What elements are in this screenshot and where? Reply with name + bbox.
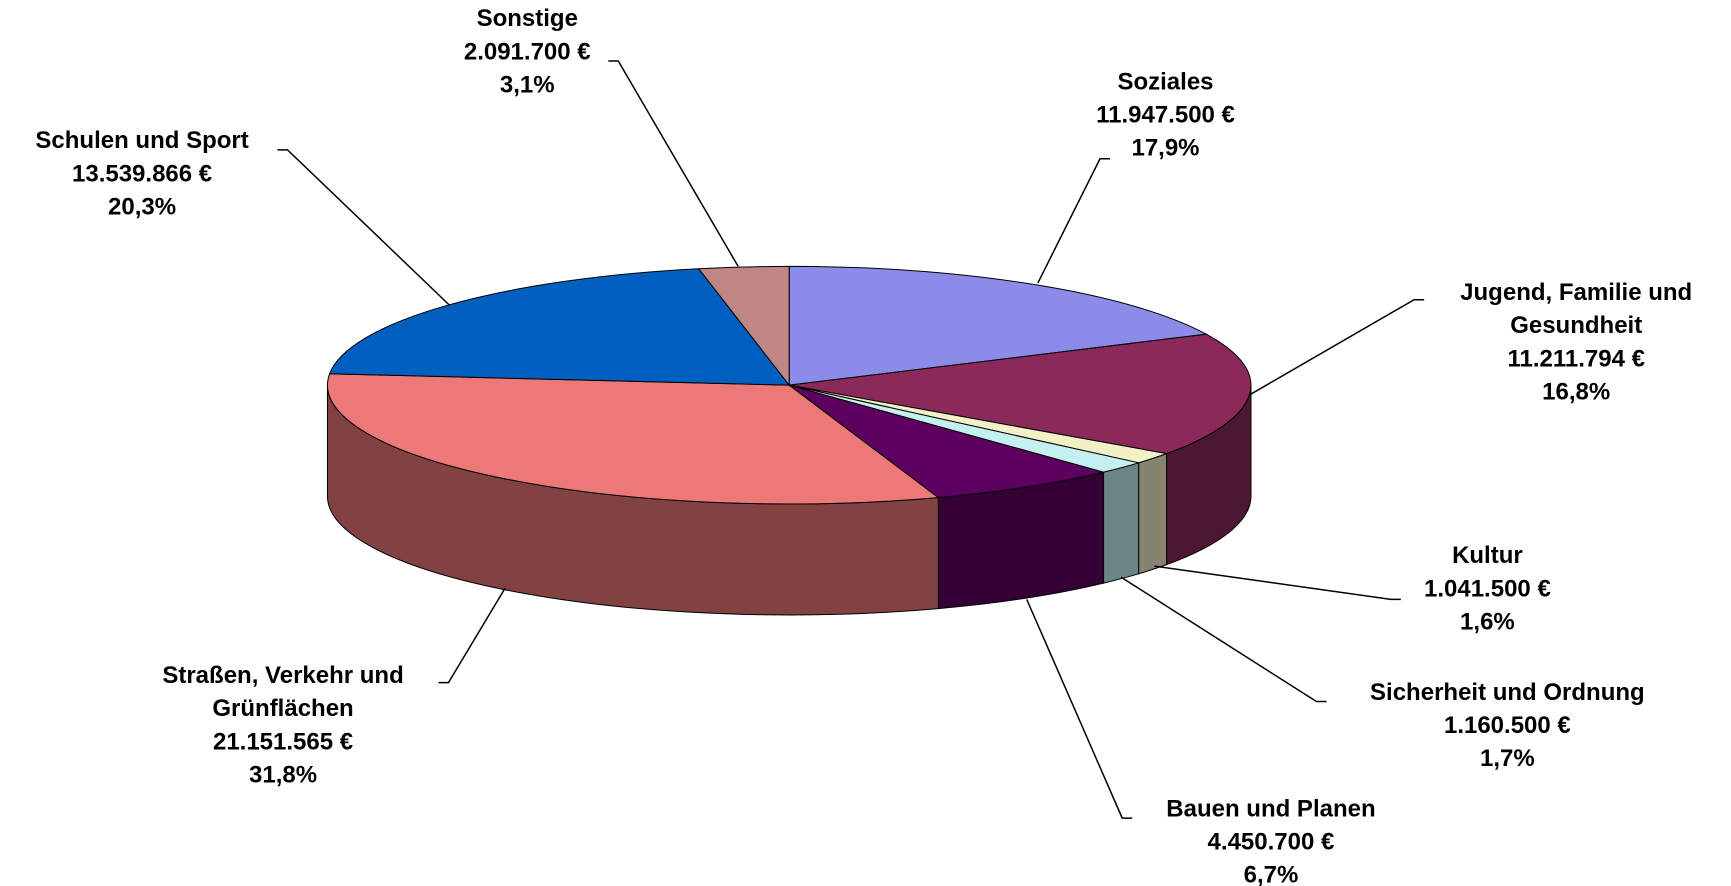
percentage-label: 6,7%	[1244, 862, 1299, 886]
slice	[788, 384, 1104, 499]
slice-label: Kultur	[1452, 543, 1523, 570]
slice	[788, 265, 1208, 386]
leader-line	[277, 149, 451, 306]
percentage-label: 31,8%	[249, 761, 317, 788]
slice-label: Straßen, Verkehr und Grünflächen	[162, 662, 403, 722]
percentage-label: 1,6%	[1460, 609, 1515, 636]
label-line: Sicherheit und Ordnung	[1370, 679, 1645, 706]
label-line: Straßen, Verkehr und	[162, 662, 403, 689]
percentage-label: 20,3%	[108, 193, 176, 220]
value-label: 1.041.500 €	[1424, 576, 1551, 603]
leader-line	[438, 587, 506, 684]
value-label: 2.091.700 €	[464, 38, 591, 65]
slice-label: Bauen und Planen	[1166, 796, 1375, 823]
slice	[697, 265, 790, 387]
percentage-label: 3,1%	[500, 71, 555, 98]
label-line: Kultur	[1452, 543, 1523, 570]
percentage-label: 17,9%	[1131, 135, 1199, 162]
slice-label: Sonstige	[477, 5, 578, 32]
value-label: 13.539.866 €	[72, 160, 212, 187]
percentage-label: 1,7%	[1480, 745, 1535, 772]
label-line: Soziales	[1117, 69, 1213, 96]
label-line: Jugend, Familie und	[1460, 279, 1692, 306]
slice-label: Soziales	[1117, 69, 1213, 96]
leader-line	[1026, 599, 1133, 819]
slice-label: Jugend, Familie und Gesundheit	[1460, 279, 1692, 339]
slice-side	[1103, 462, 1140, 584]
leader-line	[608, 60, 739, 267]
slice-label: Schulen und Sport	[35, 127, 248, 154]
leader-line	[1037, 157, 1110, 284]
leader-line	[1250, 298, 1425, 395]
leader-line	[1120, 576, 1327, 703]
label-line: Grünflächen	[212, 695, 353, 722]
leader-line	[1154, 565, 1401, 601]
value-label: 1.160.500 €	[1444, 712, 1571, 739]
value-label: 11.211.794 €	[1507, 345, 1644, 372]
slice-label: Sicherheit und Ordnung	[1370, 679, 1645, 706]
label-line: Sonstige	[477, 5, 578, 32]
label-line: Gesundheit	[1510, 312, 1642, 339]
slice	[328, 268, 791, 386]
percentage-label: 16,8%	[1542, 378, 1610, 405]
value-label: 11.947.500 €	[1096, 102, 1235, 129]
slice	[327, 373, 940, 505]
slice	[789, 333, 1252, 455]
value-label: 4.450.700 €	[1208, 829, 1335, 856]
value-label: 21.151.565 €	[213, 728, 353, 755]
slice-side	[1138, 452, 1168, 575]
label-line: Bauen und Planen	[1166, 796, 1375, 823]
label-line: Schulen und Sport	[35, 127, 248, 154]
